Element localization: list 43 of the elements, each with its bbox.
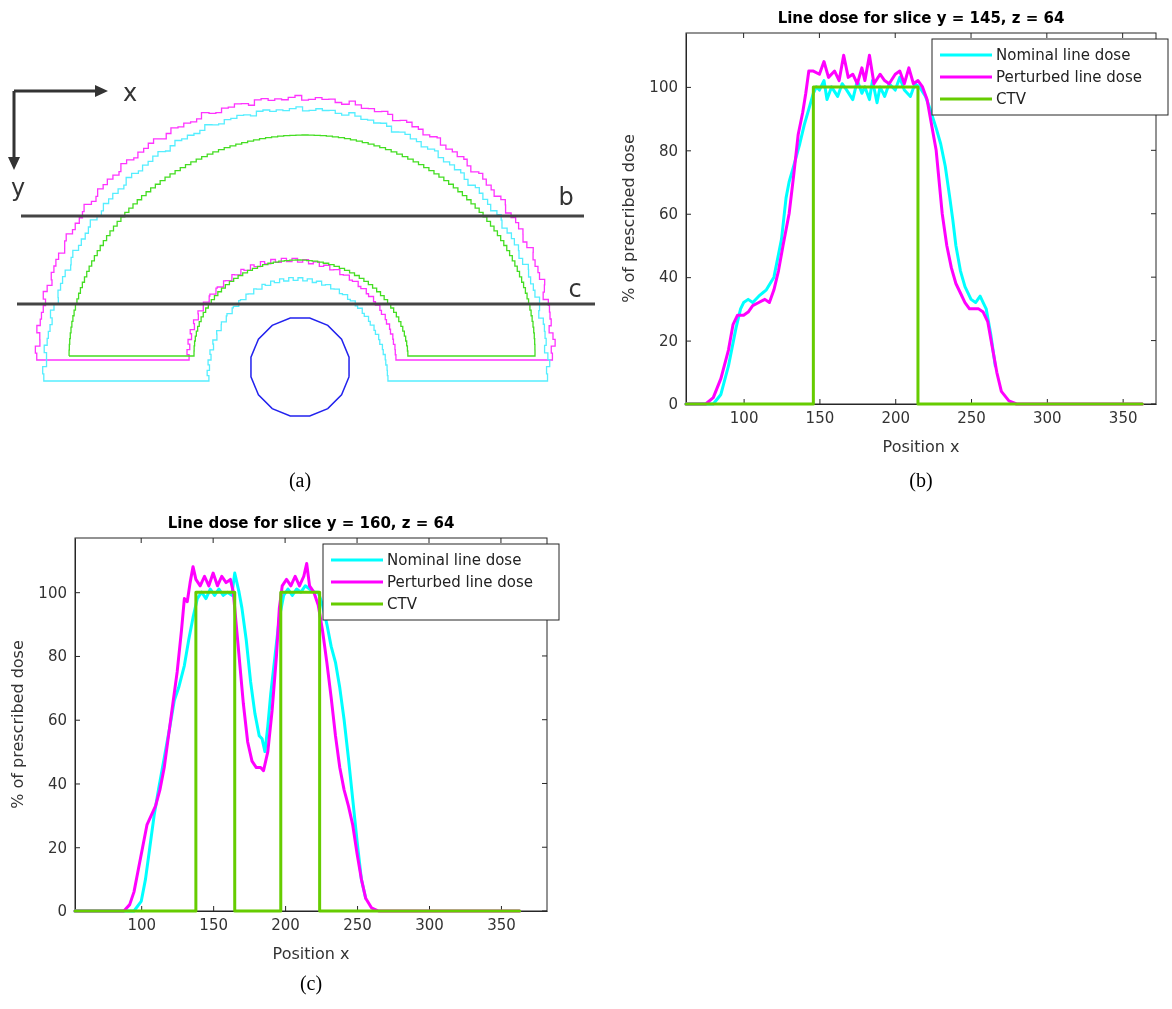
x-tick-label: 300 [415, 915, 444, 934]
y-tick-label: 40 [658, 268, 678, 287]
legend-label: CTV [387, 595, 418, 613]
text: c [568, 275, 582, 303]
legend-label: Perturbed line dose [996, 68, 1143, 86]
y-axis-title: % of prescribed dose [619, 134, 638, 303]
chart-title: Line dose for slice y = 160, z = 64 [167, 514, 455, 532]
y-tick-label: 80 [47, 647, 67, 666]
chart-title: Line dose for slice y = 145, z = 64 [777, 9, 1065, 27]
x-tick-label: 300 [1033, 408, 1062, 427]
x-tick-label: 150 [199, 915, 228, 934]
y-tick-label: 60 [658, 205, 678, 224]
y-tick-label: 0 [57, 902, 67, 921]
text: (a) [288, 469, 312, 492]
x-axis-title: Position x [882, 437, 960, 456]
legend-label: Nominal line dose [387, 551, 522, 569]
y-tick-label: 20 [47, 838, 67, 857]
legend-label: Nominal line dose [996, 46, 1131, 64]
x-tick-label: 100 [729, 408, 759, 427]
legend-label: CTV [996, 90, 1027, 108]
x-tick-label: 200 [881, 408, 911, 427]
text: b [558, 183, 574, 211]
x-axis-title: Position x [272, 944, 350, 963]
x-tick-label: 200 [271, 915, 300, 934]
y-tick-label: 100 [649, 78, 678, 97]
text: y [10, 174, 26, 202]
y-tick-label: 100 [38, 583, 67, 602]
x-tick-label: 100 [127, 915, 157, 934]
x-tick-label: 250 [957, 408, 986, 427]
x-tick-label: 250 [343, 915, 372, 934]
y-tick-label: 0 [668, 395, 678, 414]
text: x [122, 79, 138, 107]
legend-label: Perturbed line dose [387, 573, 534, 591]
y-axis-title: % of prescribed dose [8, 640, 27, 809]
x-tick-label: 350 [487, 915, 516, 934]
text: (b) [909, 469, 933, 492]
x-tick-label: 150 [805, 408, 835, 427]
y-tick-label: 80 [658, 141, 678, 160]
y-tick-label: 60 [47, 711, 67, 730]
x-tick-label: 350 [1108, 408, 1138, 427]
y-tick-label: 40 [47, 774, 67, 793]
y-tick-label: 20 [658, 331, 678, 350]
text: (c) [299, 972, 323, 995]
